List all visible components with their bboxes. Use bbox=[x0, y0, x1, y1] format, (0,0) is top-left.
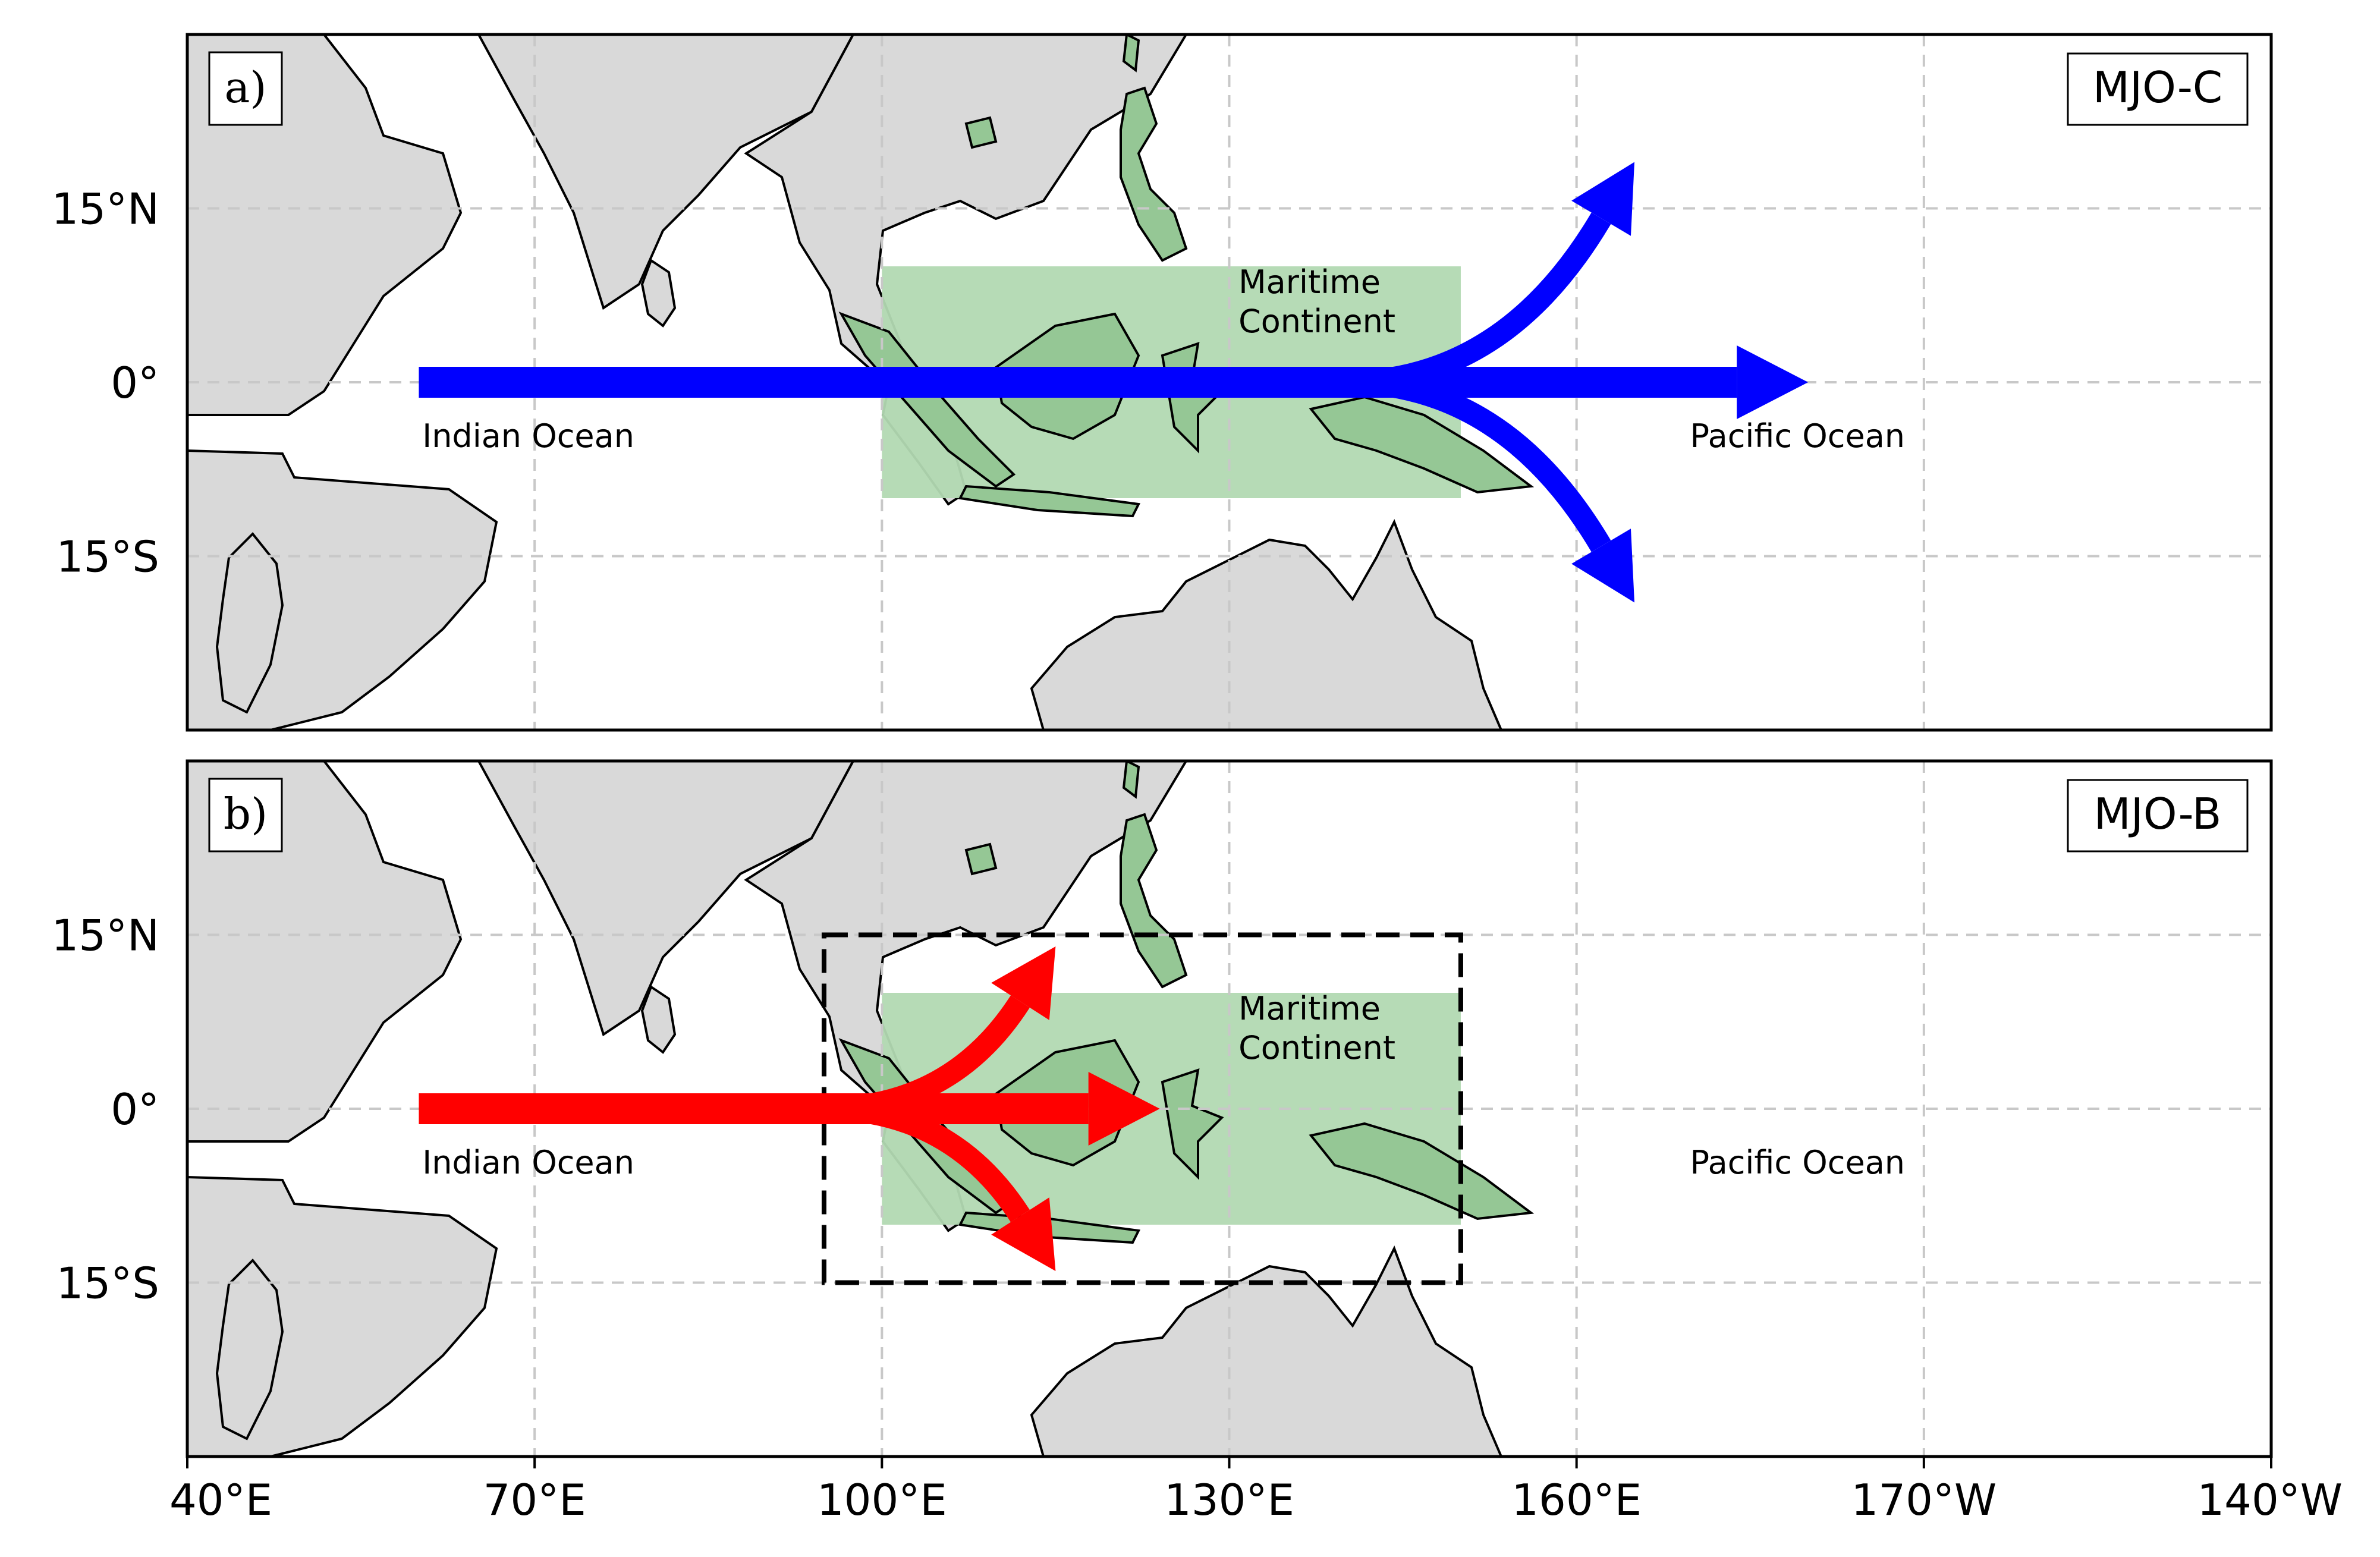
panel-a: Maritime Continent Indian Ocean Pacific … bbox=[52, 33, 2273, 732]
lat-tick-labels: 15°N 0° 15°S bbox=[52, 911, 159, 1308]
lat-tick-label: 15°S bbox=[56, 1259, 159, 1308]
panel-letter: a) bbox=[224, 62, 266, 112]
arrowhead-south bbox=[991, 1197, 1056, 1271]
pacific-ocean-label: Pacific Ocean bbox=[1690, 417, 1905, 455]
lon-tick-label: 100°E bbox=[817, 1475, 947, 1525]
lat-tick-label: 15°S bbox=[56, 532, 159, 582]
lon-tick-labels: 40°E 70°E 100°E 130°E 160°E 170°W 140°W bbox=[169, 1457, 2343, 1525]
panel-letter-box bbox=[208, 778, 283, 853]
maritime-label-2: Continent bbox=[1238, 303, 1395, 340]
arrow-south-branch bbox=[1345, 371, 1611, 552]
arrowhead-eastward bbox=[1737, 345, 1809, 419]
panel-tag: MJO-C bbox=[2093, 62, 2222, 112]
indian-ocean-label: Indian Ocean bbox=[422, 1144, 634, 1181]
arrowhead-south bbox=[1571, 529, 1635, 603]
arrow-south-branch bbox=[823, 1097, 1030, 1222]
indian-ocean-label: Indian Ocean bbox=[422, 417, 634, 455]
arrowhead-eastward bbox=[1088, 1072, 1160, 1146]
lat-tick-label: 15°N bbox=[52, 184, 159, 234]
lat-tick-label: 0° bbox=[111, 358, 159, 408]
pacific-ocean-label: Pacific Ocean bbox=[1690, 1144, 1905, 1181]
lon-tick-label: 140°W bbox=[2197, 1475, 2343, 1525]
lon-tick-label: 130°E bbox=[1164, 1475, 1294, 1525]
panel-tag: MJO-B bbox=[2094, 789, 2222, 839]
arrowhead-north bbox=[1571, 162, 1635, 236]
lon-tick-label: 40°E bbox=[169, 1475, 272, 1525]
panel-tag-box bbox=[2067, 779, 2249, 853]
panel-letter: b) bbox=[224, 789, 268, 839]
lat-tick-label: 15°N bbox=[52, 911, 159, 961]
arrowhead-north bbox=[991, 946, 1056, 1020]
lat-tick-label: 0° bbox=[111, 1084, 159, 1134]
panel-letter-box bbox=[208, 51, 283, 126]
maritime-label-1: Maritime bbox=[1238, 990, 1381, 1027]
lat-tick-labels: 15°N 0° 15°S bbox=[52, 184, 159, 582]
lon-tick-label: 170°W bbox=[1851, 1475, 1997, 1525]
panel-b: Maritime Continent Indian Ocean Pacific … bbox=[52, 759, 2273, 1458]
panel-tag-box bbox=[2067, 52, 2249, 126]
maritime-label-2: Continent bbox=[1238, 1029, 1395, 1067]
maritime-label-1: Maritime bbox=[1238, 263, 1381, 301]
lon-tick-label: 160°E bbox=[1511, 1475, 1642, 1525]
lon-tick-label: 70°E bbox=[483, 1475, 586, 1525]
